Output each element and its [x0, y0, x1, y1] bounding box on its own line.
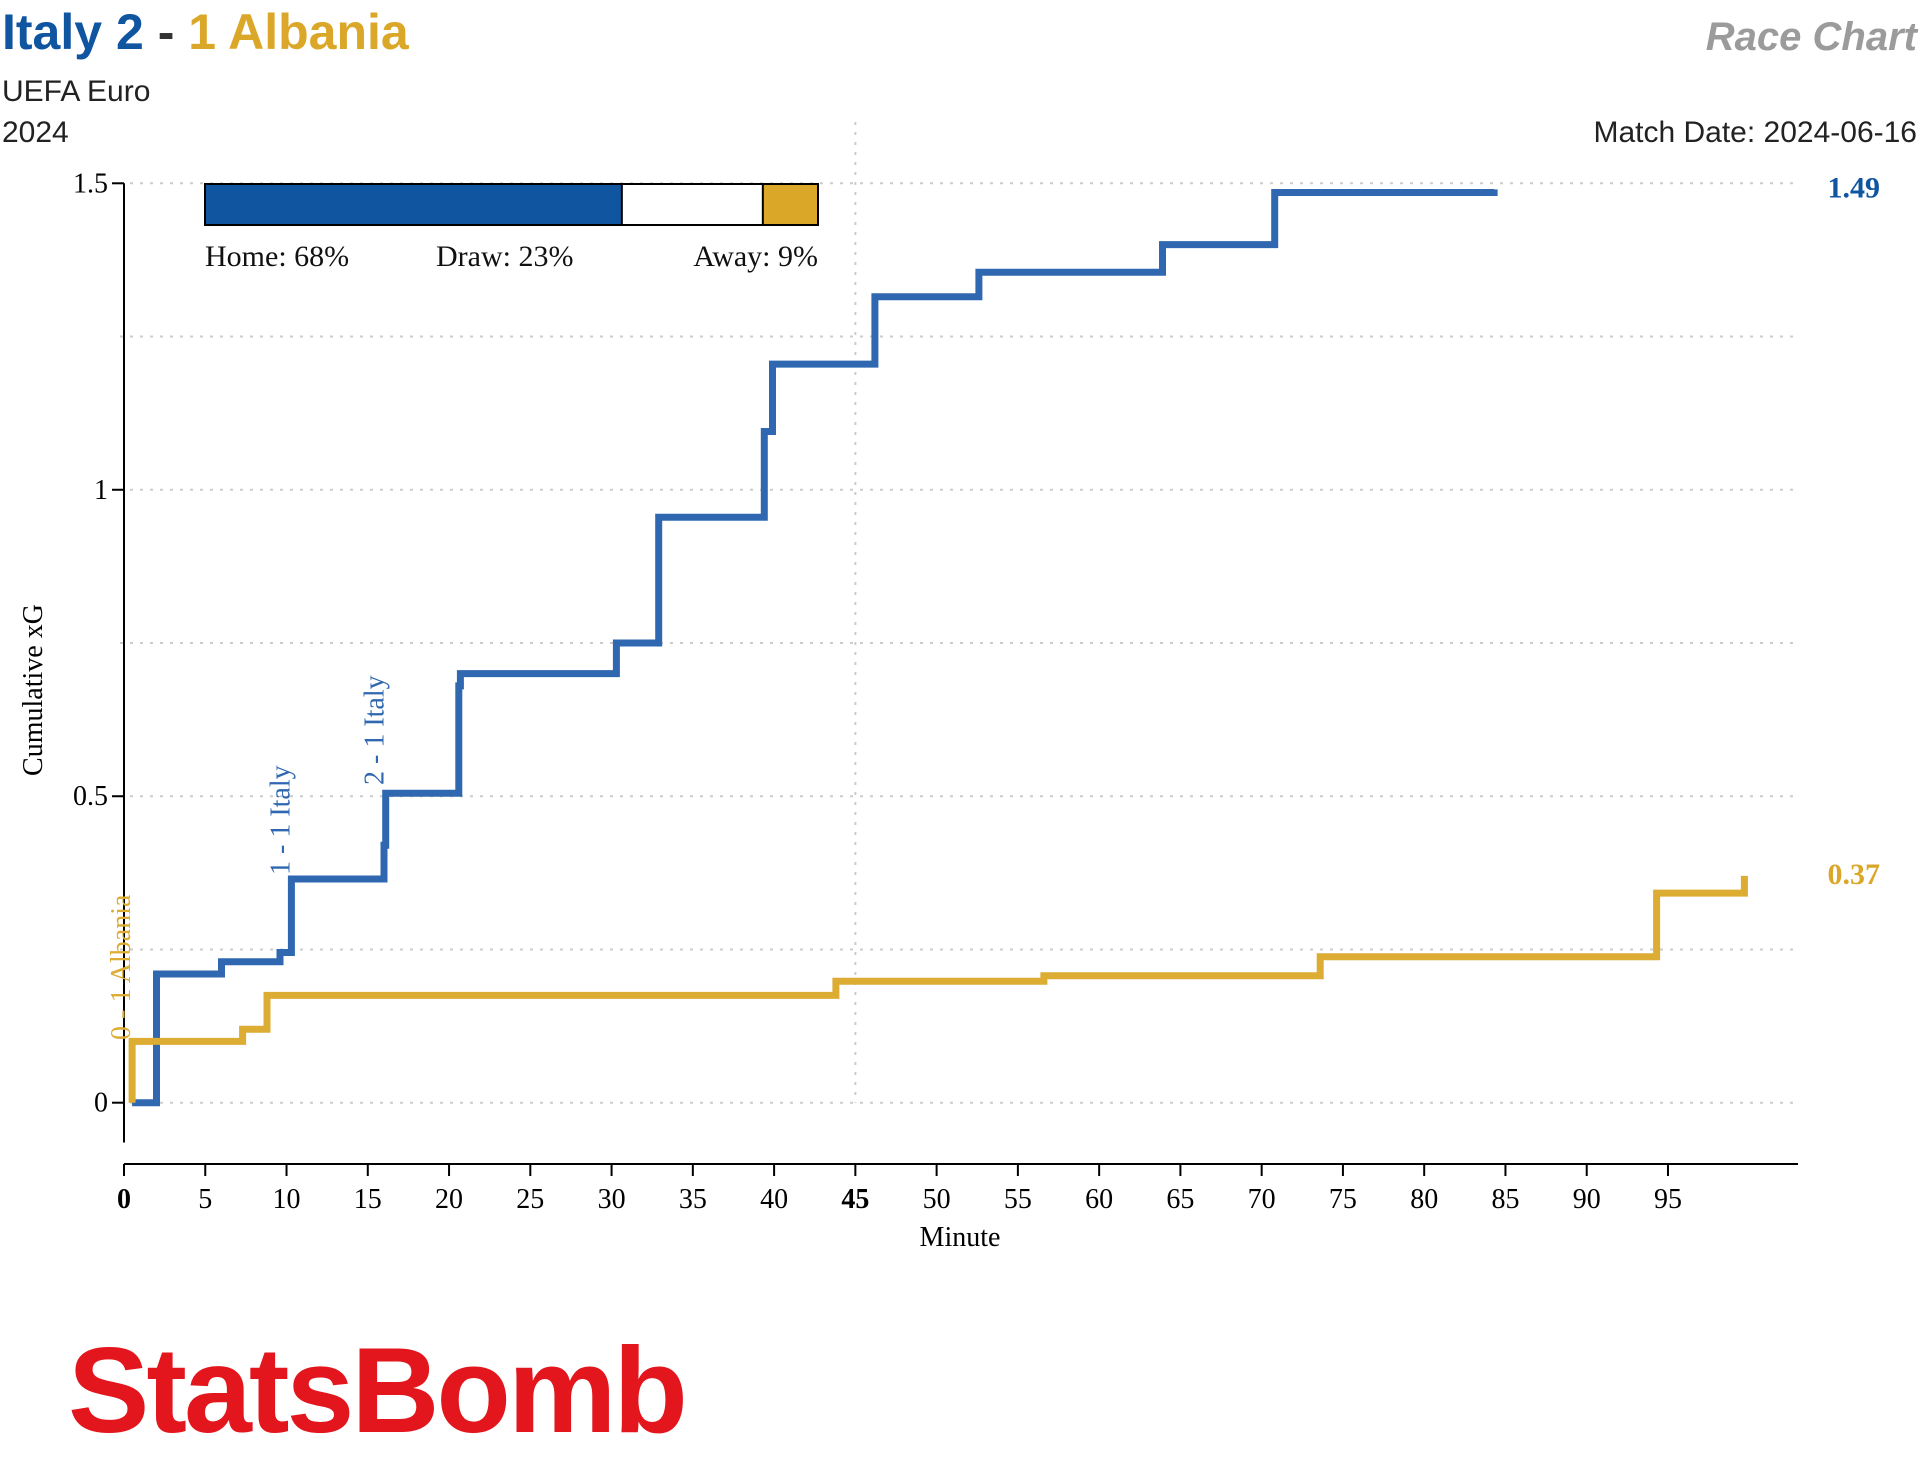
x-tick-label: 50	[923, 1184, 951, 1215]
x-tick-label: 65	[1166, 1184, 1194, 1215]
final-xg-label-albania: 0.37	[1828, 858, 1881, 891]
x-tick-label: 90	[1573, 1184, 1601, 1215]
x-tick-label: 5	[198, 1184, 212, 1215]
y-tick-label: 0	[94, 1088, 108, 1119]
match-date: Match Date: 2024-06-16	[1593, 116, 1917, 149]
chart-type-label: Race Chart	[1706, 15, 1919, 59]
home-score: 2	[116, 4, 144, 60]
home-probability-segment	[205, 184, 622, 225]
x-tick-label: 25	[516, 1184, 544, 1215]
x-tick-label: 45	[841, 1184, 869, 1215]
goal-label: 2 - 1 Italy	[360, 675, 391, 785]
series-lines	[128, 189, 1748, 1107]
x-tick-label: 60	[1085, 1184, 1113, 1215]
xg-line-italy	[132, 189, 1498, 1107]
x-tick-label: 55	[1004, 1184, 1032, 1215]
y-tick-label: 1	[94, 475, 108, 506]
final-xg-label-italy: 1.49	[1828, 171, 1881, 204]
home-team-name: Italy	[2, 4, 102, 60]
probability-bar-frame	[204, 183, 819, 226]
away-score: 1	[188, 4, 216, 60]
x-tick-label: 20	[435, 1184, 463, 1215]
x-tick-label: 30	[598, 1184, 626, 1215]
axes: 0 0.5 1 1.5 0 5 10 15 20 25 30 35 40 45 50 55 60 65 70 75 80…	[73, 168, 1798, 1215]
home-probability-label: Home: 68%	[205, 240, 349, 273]
away-probability-label: Away: 9%	[693, 240, 818, 273]
goal-annotations: 0 - 1 Albania 1 - 1 Italy 2 - 1 Italy	[106, 675, 391, 1040]
score-separator: -	[158, 4, 175, 60]
goal-label: 0 - 1 Albania	[106, 894, 137, 1040]
x-tick-label: 75	[1329, 1184, 1357, 1215]
match-title: Italy 2 - 1 Albania	[2, 4, 410, 60]
x-tick-label: 85	[1491, 1184, 1519, 1215]
x-tick-label: 95	[1654, 1184, 1682, 1215]
x-tick-label: 35	[679, 1184, 707, 1215]
away-probability-segment	[762, 184, 818, 225]
goal-label: 1 - 1 Italy	[265, 765, 296, 875]
away-team-name: Albania	[228, 4, 410, 60]
x-axis-title: Minute	[920, 1222, 1001, 1253]
x-tick-label: 70	[1248, 1184, 1276, 1215]
x-tick-label: 40	[760, 1184, 788, 1215]
competition-name: UEFA Euro	[2, 75, 150, 108]
draw-probability-label: Draw: 23%	[436, 240, 573, 273]
y-tick-label: 0.5	[73, 781, 108, 812]
x-tick-label: 15	[354, 1184, 382, 1215]
draw-probability-segment	[621, 184, 763, 225]
gridlines	[120, 122, 1798, 1104]
xg-line-albania	[128, 875, 1748, 1103]
x-tick-label: 80	[1410, 1184, 1438, 1215]
win-probability-bar: Home: 68% Draw: 23% Away: 9%	[204, 183, 819, 273]
x-tick-label: 0	[117, 1184, 131, 1215]
final-xg-labels: 1.49 0.37	[1828, 171, 1881, 890]
y-tick-label: 1.5	[73, 168, 108, 199]
x-tick-label: 10	[273, 1184, 301, 1215]
statsbomb-logo: StatsBomb	[68, 1322, 685, 1458]
season-label: 2024	[2, 116, 69, 149]
y-axis-title: Cumulative xG	[18, 604, 49, 776]
